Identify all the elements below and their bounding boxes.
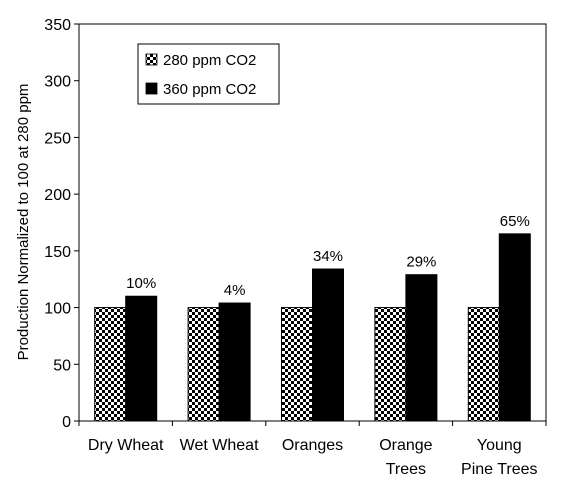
y-tick-label: 350 <box>44 17 71 34</box>
bar-280ppm <box>94 307 127 422</box>
data-label: 4% <box>224 282 246 299</box>
y-tick-label: 0 <box>62 414 71 431</box>
bar-280ppm <box>467 307 500 422</box>
data-label: 34% <box>313 248 343 265</box>
bar-360ppm <box>312 268 344 422</box>
bar-360ppm <box>125 295 158 422</box>
y-tick-label: 200 <box>44 187 71 204</box>
data-labels: 10% 4% 34% 29% 65% <box>126 213 530 299</box>
y-tick-label: 250 <box>44 130 71 147</box>
x-tick-label: Trees <box>386 461 426 478</box>
bar-360ppm <box>498 233 531 422</box>
legend-swatch-280ppm <box>145 53 158 66</box>
legend: 280 ppm CO2 360 ppm CO2 <box>137 43 280 105</box>
bar-360ppm <box>218 302 251 422</box>
bars <box>94 233 531 422</box>
legend-label-360ppm: 360 ppm CO2 <box>163 81 256 98</box>
y-tick-label: 150 <box>44 244 71 261</box>
legend-swatch-360ppm <box>145 82 158 95</box>
data-label: 29% <box>406 254 436 271</box>
x-tick-label: Dry Wheat <box>88 437 164 454</box>
bar-360ppm <box>405 274 438 422</box>
x-tick-label: Pine Trees <box>461 461 537 478</box>
y-axis: 0 50 100 150 200 250 300 350 <box>44 17 79 431</box>
x-tick-label: Young <box>477 437 522 454</box>
x-tick-label: Orange <box>379 437 432 454</box>
bar-280ppm <box>281 307 313 422</box>
legend-box <box>137 43 280 105</box>
legend-label-280ppm: 280 ppm CO2 <box>163 52 256 69</box>
x-axis: Dry Wheat Wet Wheat Oranges Orange Trees Youn… <box>78 421 547 478</box>
bar-280ppm <box>374 307 407 422</box>
x-tick-label: Wet Wheat <box>180 437 259 454</box>
data-label: 65% <box>500 213 530 230</box>
y-tick-label: 100 <box>44 301 71 318</box>
y-axis-title: Production Normalized to 100 at 280 ppm <box>15 84 32 361</box>
y-tick-label: 50 <box>53 357 71 374</box>
data-label: 10% <box>126 275 156 292</box>
x-tick-label: Oranges <box>282 437 343 454</box>
bar-280ppm <box>187 307 220 422</box>
y-tick-label: 300 <box>44 74 71 91</box>
